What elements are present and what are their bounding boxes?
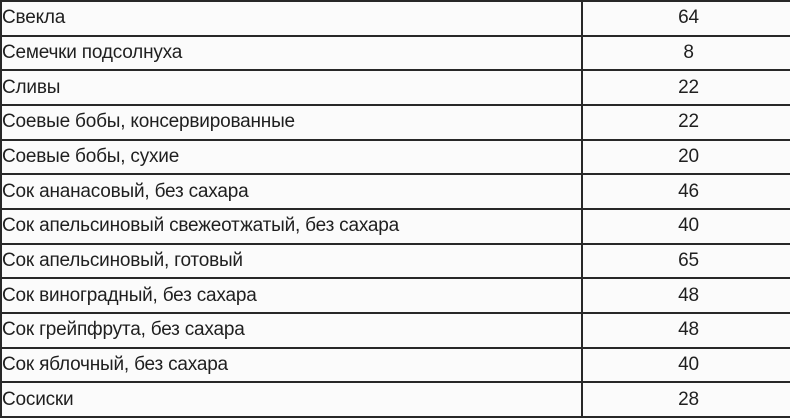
table-row: Сок апельсиновый, готовый 65 — [0, 242, 790, 280]
table-row: Сок виноградный, без сахара 48 — [0, 277, 790, 314]
product-cell: Соевые бобы, сухие — [0, 138, 583, 176]
value-cell: 20 — [581, 138, 790, 176]
value-cell: 8 — [581, 34, 790, 72]
value-cell: 40 — [581, 346, 790, 384]
product-cell: Сок ананасовый, без сахара — [0, 173, 583, 210]
value-cell: 40 — [581, 207, 790, 245]
table-row: Соевые бобы, консервированные 22 — [0, 103, 790, 141]
product-cell: Свекла — [0, 0, 583, 37]
value-cell: 22 — [581, 103, 790, 141]
product-cell: Сливы — [0, 69, 583, 106]
product-cell: Соевые бобы, консервированные — [0, 103, 583, 141]
table-row: Сливы 22 — [0, 69, 790, 106]
product-cell: Семечки подсолнуха — [0, 34, 583, 72]
table-row: Соевые бобы, сухие 20 — [0, 138, 790, 176]
table-row: Семечки подсолнуха 8 — [0, 34, 790, 72]
value-cell: 48 — [581, 311, 790, 349]
product-cell: Сок апельсиновый свежеотжатый, без сахар… — [0, 207, 583, 245]
table-row: Сок грейпфрута, без сахара 48 — [0, 311, 790, 349]
table-row: Свекла 64 — [0, 0, 790, 37]
value-cell: 48 — [581, 277, 790, 314]
value-cell: 22 — [581, 69, 790, 106]
table-row: Сок яблочный, без сахара 40 — [0, 346, 790, 384]
value-cell: 28 — [581, 381, 790, 418]
value-cell: 65 — [581, 242, 790, 280]
product-cell: Сок грейпфрута, без сахара — [0, 311, 583, 349]
product-cell: Сосиски — [0, 381, 583, 418]
table-row: Сок ананасовый, без сахара 46 — [0, 173, 790, 210]
table-row: Сосиски 28 — [0, 381, 790, 418]
table-row: Сок апельсиновый свежеотжатый, без сахар… — [0, 207, 790, 245]
value-cell: 64 — [581, 0, 790, 37]
value-cell: 46 — [581, 173, 790, 210]
product-cell: Сок апельсиновый, готовый — [0, 242, 583, 280]
product-cell: Сок виноградный, без сахара — [0, 277, 583, 314]
product-cell: Сок яблочный, без сахара — [0, 346, 583, 384]
